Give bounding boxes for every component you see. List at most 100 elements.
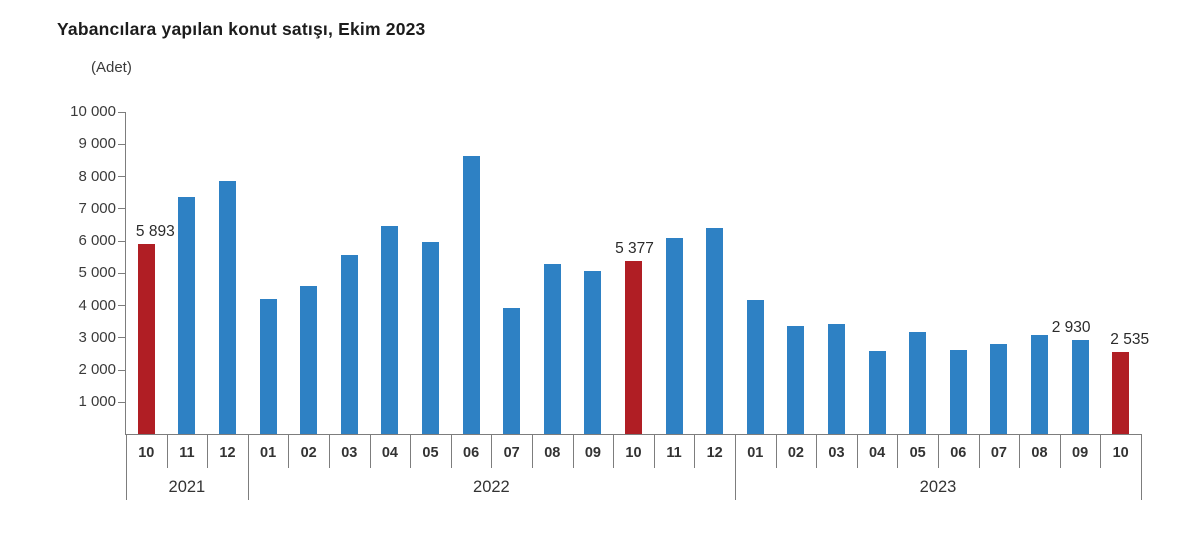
- year-separator: [735, 434, 736, 500]
- month-separator: [1059, 434, 1061, 468]
- year-label: 2023: [919, 478, 957, 496]
- month-label: 05: [909, 445, 926, 461]
- month-separator: [491, 434, 493, 468]
- bar: [787, 325, 805, 434]
- bar: [665, 237, 683, 434]
- month-separator: [856, 434, 858, 468]
- month-label: 01: [260, 445, 277, 461]
- month-label: 02: [300, 445, 317, 461]
- month-label: 04: [381, 445, 398, 461]
- year-separator: [1141, 434, 1142, 500]
- month-separator: [613, 434, 615, 468]
- y-tick-label: 1 000: [78, 393, 116, 411]
- bar: [1031, 335, 1048, 434]
- month-separator: [532, 434, 533, 468]
- month-label: 03: [341, 445, 358, 461]
- month-label: 03: [828, 445, 845, 461]
- month-separator: [410, 434, 412, 468]
- y-axis-tick: [118, 176, 125, 178]
- bar-highlighted: [625, 260, 642, 434]
- bar: [503, 308, 521, 434]
- year-separator: [247, 434, 249, 500]
- bar-highlighted: [137, 244, 155, 434]
- y-axis-tick: [118, 305, 125, 307]
- month-separator: [653, 434, 655, 468]
- y-axis-tick: [118, 143, 125, 145]
- bar: [990, 343, 1008, 434]
- year-label: 2022: [473, 478, 510, 496]
- month-label: 04: [869, 445, 886, 461]
- year-separator: [126, 434, 127, 500]
- month-separator: [938, 434, 939, 468]
- bar: [422, 241, 439, 434]
- month-separator: [329, 434, 330, 468]
- month-label: 09: [584, 445, 601, 461]
- month-label: 01: [747, 445, 764, 461]
- bar: [828, 324, 845, 434]
- month-separator: [369, 434, 371, 468]
- y-tick-label: 2 000: [78, 361, 116, 379]
- bar: [584, 270, 602, 434]
- month-separator: [978, 434, 980, 468]
- month-label: 10: [138, 445, 155, 461]
- month-label: 10: [625, 445, 642, 461]
- y-axis-tick: [118, 272, 125, 274]
- y-tick-label: 8 000: [78, 167, 116, 185]
- bar: [178, 196, 196, 434]
- month-label: 09: [1072, 445, 1089, 461]
- month-label: 11: [666, 445, 682, 461]
- month-separator: [897, 434, 899, 468]
- y-tick-label: 4 000: [78, 296, 116, 314]
- month-label: 07: [503, 445, 520, 461]
- bar: [909, 331, 927, 434]
- bar-value-label: 5 377: [615, 239, 654, 257]
- y-tick-label: 6 000: [78, 232, 116, 250]
- month-label: 02: [787, 445, 804, 461]
- bar: [340, 254, 358, 434]
- y-axis-tick: [118, 337, 125, 339]
- bar: [381, 226, 399, 434]
- chart-title: Yabancılara yapılan konut satışı, Ekim 2…: [57, 19, 426, 39]
- month-separator: [816, 434, 818, 468]
- bar: [746, 300, 764, 434]
- month-label: 10: [1112, 445, 1129, 461]
- y-tick-label: 10 000: [70, 103, 116, 121]
- y-axis-tick: [118, 208, 125, 210]
- unit-label: (Adet): [91, 59, 132, 76]
- month-separator: [166, 434, 168, 468]
- y-axis-line: [125, 111, 126, 434]
- month-separator: [775, 434, 777, 468]
- month-label: 08: [544, 445, 561, 461]
- bar-value-label: 2 930: [1051, 318, 1091, 336]
- month-label: 12: [706, 445, 723, 461]
- month-label: 06: [463, 445, 480, 461]
- bar-value-label: 2 535: [1110, 331, 1150, 349]
- month-label: 05: [422, 445, 439, 461]
- y-axis-tick: [118, 369, 125, 371]
- y-axis-tick: [118, 240, 125, 242]
- bar: [706, 228, 724, 434]
- bar-value-label: 5 893: [135, 223, 175, 240]
- bar: [543, 263, 561, 434]
- bar: [462, 155, 480, 434]
- bar: [949, 349, 967, 434]
- y-axis-tick: [118, 111, 125, 113]
- bar: [219, 181, 236, 434]
- month-separator: [288, 434, 290, 468]
- bar: [300, 285, 318, 434]
- month-label: 11: [179, 445, 195, 461]
- bar: [1071, 339, 1089, 434]
- x-axis-line: [125, 434, 1141, 435]
- month-separator: [1100, 434, 1102, 468]
- month-label: 07: [990, 445, 1007, 461]
- bar: [259, 299, 277, 434]
- month-separator: [207, 434, 209, 468]
- bar-highlighted: [1112, 352, 1130, 434]
- y-tick-label: 5 000: [78, 264, 116, 282]
- month-separator: [450, 434, 452, 468]
- bar: [868, 351, 886, 434]
- month-separator: [1019, 434, 1021, 468]
- y-tick-label: 9 000: [78, 135, 116, 153]
- y-axis-tick: [118, 401, 125, 403]
